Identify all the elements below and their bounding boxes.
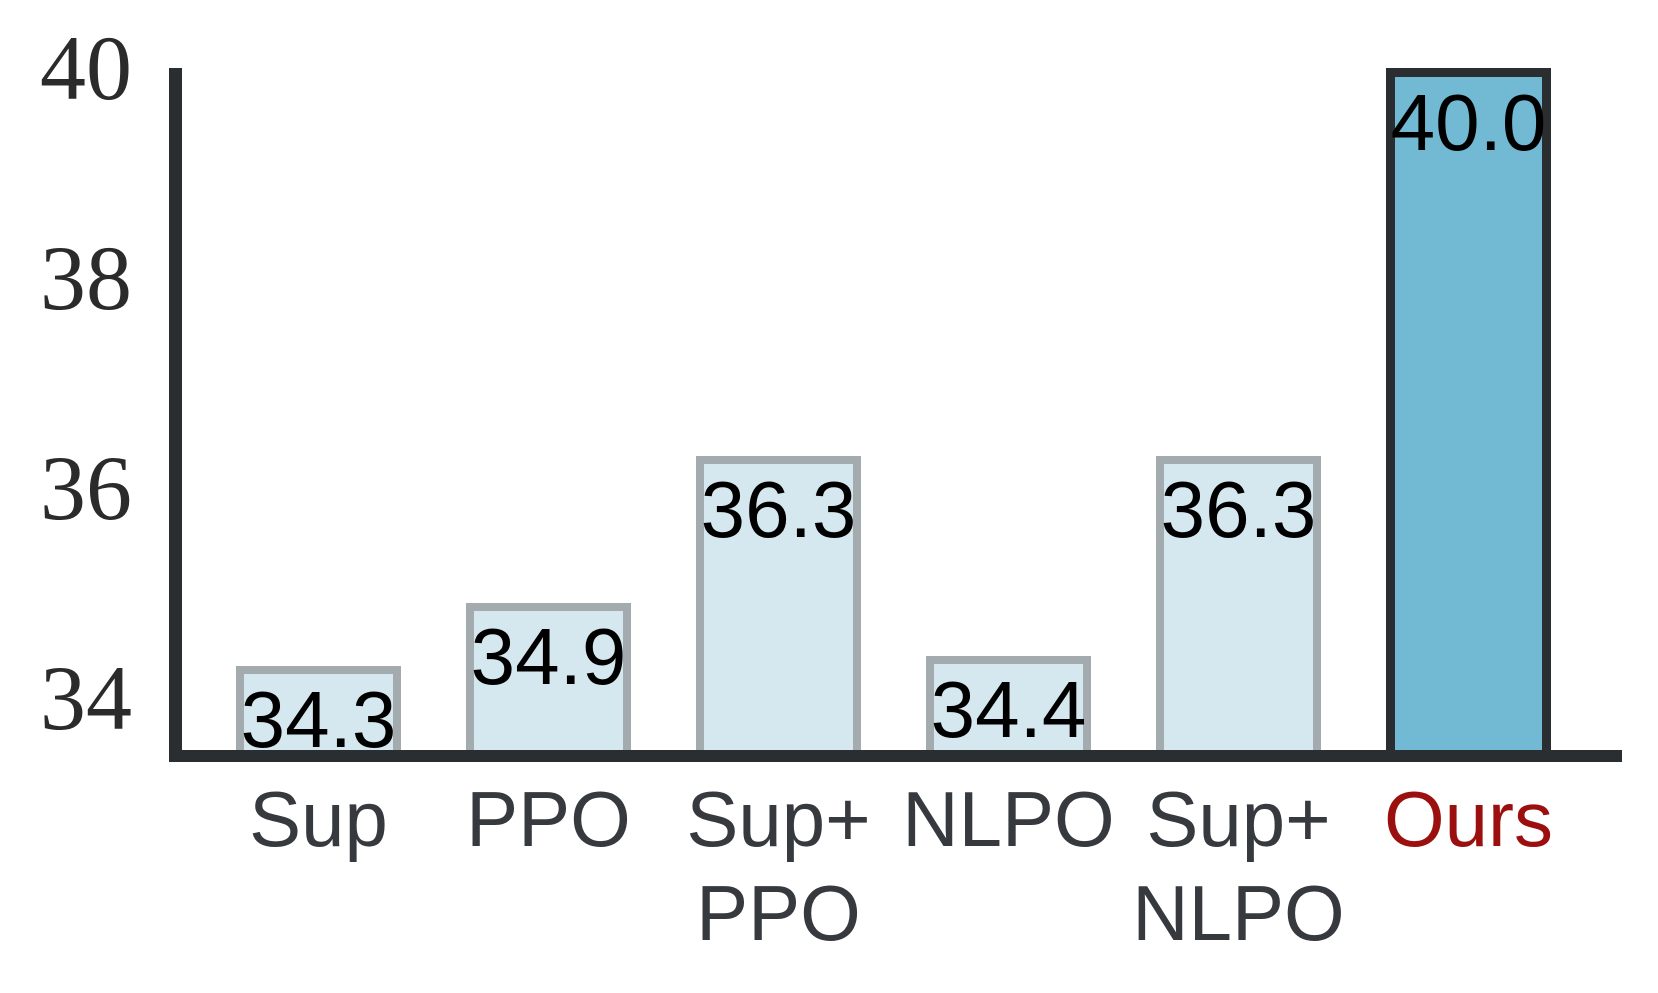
bar-value-label: 34.3 bbox=[240, 675, 397, 764]
bar-ppo: 34.9 bbox=[466, 603, 631, 750]
y-tick-label: 36 bbox=[40, 436, 132, 539]
bar-value-label: 40.0 bbox=[1390, 78, 1547, 167]
bar-value-label: 34.9 bbox=[470, 612, 627, 701]
x-label: NLPO bbox=[902, 775, 1115, 863]
bar-nlpo: 34.4 bbox=[926, 656, 1091, 750]
plot-area: 34.3 34.9 36.3 34.4 36.3 40.0 bbox=[182, 68, 1623, 760]
bar-value-label: 36.3 bbox=[1160, 465, 1317, 554]
bar-sup+-ppo: 36.3 bbox=[696, 456, 861, 750]
bar-value-label: 34.4 bbox=[930, 665, 1087, 754]
x-axis-line bbox=[169, 750, 1622, 762]
y-tick-label: 34 bbox=[40, 646, 132, 749]
y-tick-label: 40 bbox=[40, 17, 132, 119]
bar-value-label: 36.3 bbox=[700, 465, 857, 554]
x-label: Sup+ NLPO bbox=[1132, 775, 1345, 957]
x-label-highlight: Ours bbox=[1383, 775, 1554, 863]
x-label: Sup+ PPO bbox=[686, 775, 871, 957]
bar-highlight-ours: 40.0 bbox=[1386, 68, 1551, 750]
y-axis-line bbox=[169, 68, 182, 762]
x-label: PPO bbox=[466, 775, 631, 863]
y-tick-label: 38 bbox=[40, 226, 132, 329]
bar-sup: 34.3 bbox=[236, 666, 401, 760]
x-label: Sup bbox=[249, 775, 388, 863]
bar-sup+-nlpo: 36.3 bbox=[1156, 456, 1321, 750]
